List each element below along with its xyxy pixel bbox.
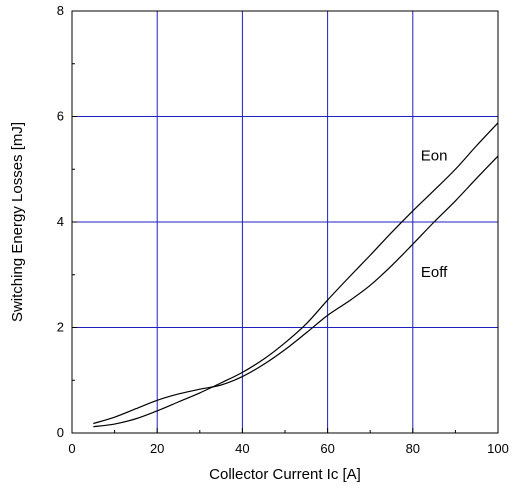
line-eon [93, 122, 499, 428]
y-tick-label: 6 [57, 109, 64, 124]
line-eoff [93, 155, 499, 425]
y-tick-label: 2 [57, 320, 64, 335]
y-axis-ticks: 0 2 4 6 8 [57, 3, 77, 440]
x-tick-label: 0 [68, 441, 75, 456]
series-labels: Eon Eoff [421, 147, 448, 281]
x-axis-label: Collector Current Ic [A] [209, 466, 361, 483]
series-label-eoff: Eoff [421, 264, 448, 281]
plot-frame [71, 10, 499, 434]
grid-lines [72, 11, 498, 433]
x-tick-label: 60 [320, 441, 334, 456]
x-tick-label: 40 [235, 441, 249, 456]
x-axis-ticks: 0 20 40 60 80 100 [68, 428, 509, 456]
data-lines [93, 122, 499, 428]
x-tick-label: 100 [487, 441, 509, 456]
x-tick-label: 80 [406, 441, 420, 456]
series-label-eon: Eon [421, 147, 448, 164]
y-tick-label: 8 [57, 3, 64, 18]
y-tick-label: 0 [57, 425, 64, 440]
y-tick-label: 4 [57, 214, 64, 229]
y-axis-label: Switching Energy Losses [mJ] [9, 122, 26, 322]
x-tick-label: 20 [150, 441, 164, 456]
